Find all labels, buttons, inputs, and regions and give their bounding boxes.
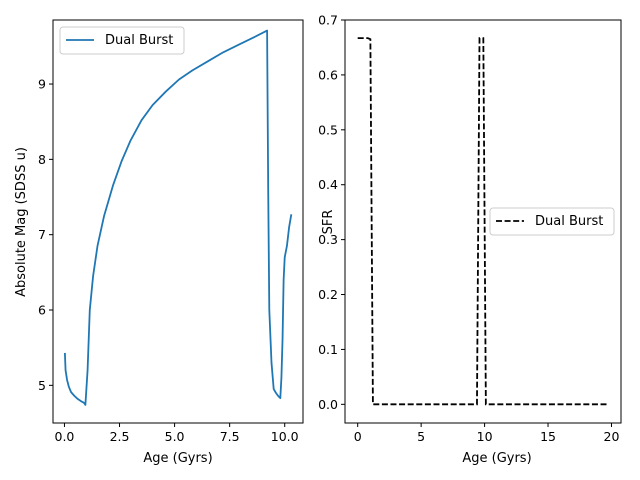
- magnitude-panel: 0.0 2.5 5.0 7.5 10.0 5 6 7 8 9 Age (Gyrs) Absolut…: [14, 19, 304, 466]
- sfr-y-tick-label: 0.2: [318, 287, 338, 302]
- sfr-y-tick-label: 0.3: [318, 232, 338, 247]
- sfr-x-tick-label: 15: [540, 429, 556, 444]
- sfr-y-tick-label: 0.0: [318, 397, 338, 412]
- magnitude-x-tick-label: 2.5: [110, 429, 130, 444]
- magnitude-y-tick-label: 7: [38, 227, 46, 242]
- sfr-y-tick-label: 0.7: [318, 13, 338, 28]
- magnitude-y-tick-label: 8: [38, 152, 46, 167]
- magnitude-axis-ticks: 0.0 2.5 5.0 7.5 10.0 5 6 7 8 9: [38, 77, 299, 444]
- magnitude-legend: Dual Burst: [59, 26, 185, 55]
- magnitude-x-tick-label: 5.0: [165, 429, 185, 444]
- sfr-y-tick-label: 0.1: [318, 342, 338, 357]
- magnitude-plot-frame: [52, 19, 304, 424]
- magnitude-y-axis-label: Absolute Mag (SDSS u): [14, 147, 29, 297]
- sfr-legend: Dual Burst: [489, 207, 615, 236]
- magnitude-x-tick-label: 10.0: [271, 429, 299, 444]
- magnitude-legend-box: [59, 26, 185, 55]
- sfr-legend-box: [489, 207, 615, 236]
- sfr-legend-label: Dual Burst: [535, 214, 603, 229]
- magnitude-y-tick-label: 6: [38, 303, 46, 318]
- dual-burst-sfr-line: [357, 37, 608, 406]
- magnitude-legend-label: Dual Burst: [105, 33, 173, 48]
- sfr-x-tick-label: 0: [354, 429, 362, 444]
- sfr-y-tick-label: 0.5: [318, 122, 338, 137]
- sfr-x-tick-label: 10: [477, 429, 493, 444]
- sfr-panel: 0 5 10 15 20 0.0 0.1 0.2 0.3 0.4 0.5 0.6 0.7 Age (Gy…: [318, 13, 622, 466]
- sfr-axis-ticks: 0 5 10 15 20 0.0 0.1 0.2 0.3 0.4 0.5 0.6 0.7: [318, 13, 619, 445]
- magnitude-y-tick-label: 9: [38, 77, 46, 92]
- sfr-y-tick-label: 0.6: [318, 67, 338, 82]
- sfr-x-tick-label: 5: [417, 429, 425, 444]
- dual-burst-magnitude-line: [63, 29, 293, 406]
- magnitude-x-tick-label: 7.5: [220, 429, 240, 444]
- sfr-x-tick-label: 20: [604, 429, 620, 444]
- sfr-x-axis-label: Age (Gyrs): [462, 451, 531, 466]
- magnitude-y-tick-label: 5: [38, 378, 46, 393]
- sfr-y-tick-label: 0.4: [318, 177, 338, 192]
- magnitude-x-axis-label: Age (Gyrs): [143, 451, 212, 466]
- sfr-y-axis-label: SFR: [321, 210, 336, 235]
- magnitude-x-tick-label: 0.0: [55, 429, 75, 444]
- sfr-plot-frame: [344, 19, 622, 424]
